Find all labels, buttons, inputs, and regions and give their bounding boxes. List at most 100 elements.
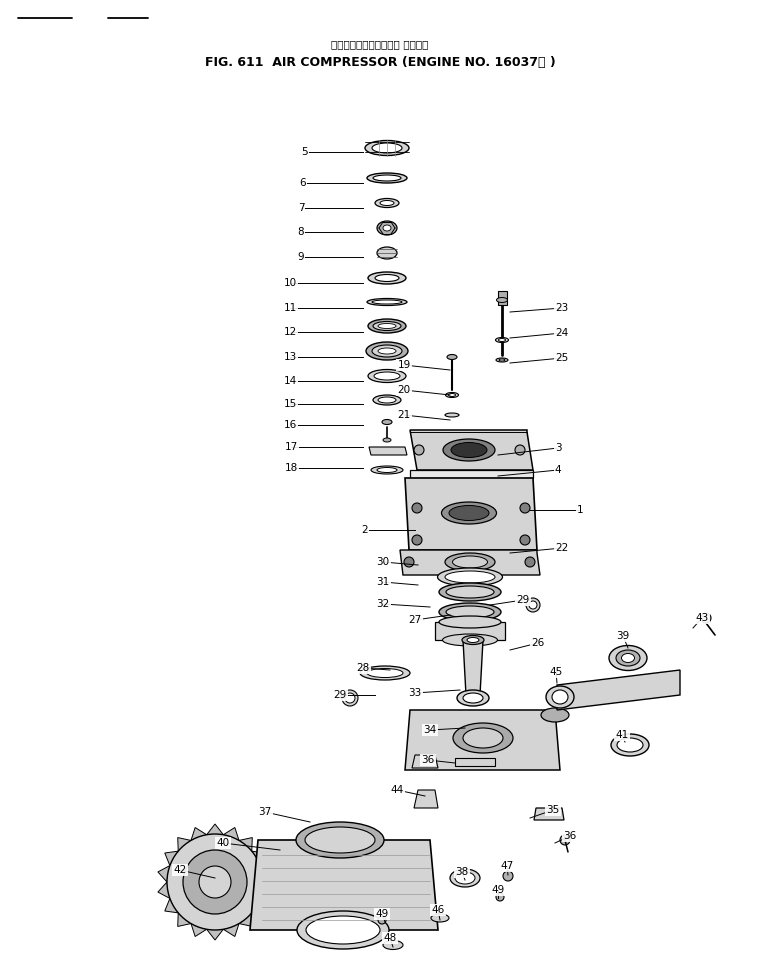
Text: 31: 31: [376, 577, 390, 587]
Ellipse shape: [499, 359, 505, 361]
Ellipse shape: [431, 914, 449, 922]
Ellipse shape: [365, 140, 409, 156]
Bar: [498, 291, 506, 305]
Ellipse shape: [463, 693, 483, 703]
Circle shape: [167, 834, 263, 930]
Text: 6: 6: [299, 178, 306, 188]
Circle shape: [701, 613, 711, 623]
Ellipse shape: [448, 394, 455, 397]
Text: 17: 17: [284, 442, 298, 452]
Ellipse shape: [306, 916, 380, 944]
Text: 15: 15: [283, 399, 296, 409]
Ellipse shape: [457, 690, 489, 706]
Ellipse shape: [367, 173, 407, 183]
Text: エアー　コンプレッサ　 適用号機: エアー コンプレッサ 適用号機: [331, 39, 429, 49]
Text: 24: 24: [556, 328, 568, 338]
Text: 4: 4: [555, 465, 562, 475]
Text: 49: 49: [375, 909, 388, 919]
Circle shape: [378, 916, 386, 924]
Text: 25: 25: [556, 353, 568, 363]
Polygon shape: [165, 852, 179, 865]
Polygon shape: [252, 899, 265, 912]
Text: 19: 19: [397, 360, 410, 370]
Text: 41: 41: [616, 730, 629, 740]
Ellipse shape: [368, 272, 406, 284]
Ellipse shape: [446, 586, 494, 598]
Text: 1: 1: [577, 505, 584, 515]
Ellipse shape: [438, 568, 502, 586]
Circle shape: [412, 535, 422, 545]
Ellipse shape: [372, 300, 402, 304]
Ellipse shape: [552, 690, 568, 704]
Polygon shape: [165, 899, 179, 912]
Ellipse shape: [382, 419, 392, 424]
Polygon shape: [435, 622, 505, 640]
Ellipse shape: [377, 221, 397, 235]
Text: 11: 11: [283, 303, 296, 313]
Ellipse shape: [377, 467, 397, 472]
Ellipse shape: [366, 342, 408, 360]
Text: 18: 18: [284, 463, 298, 473]
Ellipse shape: [378, 397, 396, 403]
Ellipse shape: [496, 298, 508, 303]
Polygon shape: [414, 790, 438, 808]
Polygon shape: [239, 912, 252, 926]
Text: 12: 12: [283, 327, 296, 337]
Polygon shape: [557, 670, 680, 710]
Text: 22: 22: [556, 543, 568, 553]
Circle shape: [412, 503, 422, 513]
Polygon shape: [534, 808, 564, 820]
Ellipse shape: [380, 201, 394, 206]
Ellipse shape: [622, 654, 635, 662]
Ellipse shape: [371, 466, 403, 474]
Polygon shape: [260, 865, 272, 882]
Circle shape: [414, 445, 424, 455]
Polygon shape: [260, 882, 272, 899]
Polygon shape: [405, 478, 537, 550]
Polygon shape: [412, 755, 438, 768]
Circle shape: [199, 866, 231, 898]
Text: 38: 38: [455, 867, 469, 877]
Text: 29: 29: [516, 595, 530, 605]
Text: 47: 47: [500, 861, 514, 871]
Ellipse shape: [378, 323, 396, 328]
Ellipse shape: [446, 606, 494, 618]
Circle shape: [345, 693, 355, 703]
Ellipse shape: [372, 345, 402, 357]
Text: 34: 34: [423, 725, 437, 735]
Ellipse shape: [368, 369, 406, 382]
Ellipse shape: [377, 247, 397, 259]
Ellipse shape: [439, 583, 501, 601]
Polygon shape: [223, 923, 239, 937]
Ellipse shape: [373, 175, 401, 181]
Text: 28: 28: [356, 663, 369, 673]
Circle shape: [520, 503, 530, 513]
Ellipse shape: [372, 143, 402, 153]
Polygon shape: [455, 758, 495, 766]
Ellipse shape: [546, 686, 574, 708]
Text: 32: 32: [376, 599, 390, 609]
Ellipse shape: [442, 502, 496, 524]
Ellipse shape: [383, 438, 391, 442]
Text: 21: 21: [397, 410, 410, 420]
Ellipse shape: [455, 872, 475, 884]
Ellipse shape: [467, 638, 479, 643]
Ellipse shape: [439, 603, 501, 621]
Circle shape: [525, 557, 535, 567]
Ellipse shape: [609, 646, 647, 670]
Ellipse shape: [368, 319, 406, 333]
Polygon shape: [400, 550, 540, 575]
Polygon shape: [191, 923, 207, 937]
Ellipse shape: [367, 668, 403, 677]
Ellipse shape: [360, 666, 410, 680]
Ellipse shape: [373, 321, 401, 330]
Ellipse shape: [496, 337, 508, 342]
Polygon shape: [369, 447, 407, 455]
Text: 27: 27: [408, 615, 422, 625]
Polygon shape: [207, 824, 223, 835]
Text: 36: 36: [421, 755, 435, 765]
Text: 14: 14: [283, 376, 296, 386]
Text: 45: 45: [549, 667, 562, 677]
Polygon shape: [158, 882, 170, 899]
Text: 36: 36: [563, 831, 577, 841]
